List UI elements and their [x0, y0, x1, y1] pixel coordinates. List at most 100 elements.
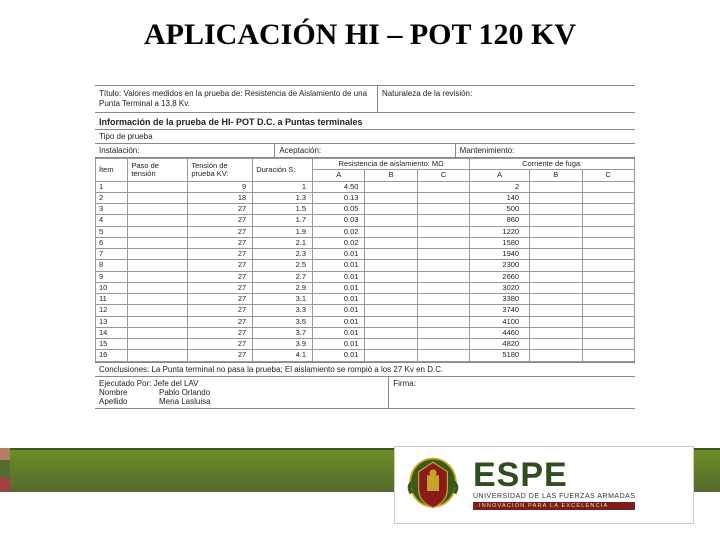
table-cell: 7	[96, 249, 128, 260]
col-cor-b: B	[530, 170, 582, 181]
table-cell	[365, 260, 417, 271]
col-res-a: A	[313, 170, 365, 181]
table-cell	[128, 339, 188, 350]
table-cell: 3.3	[253, 305, 313, 316]
table-cell	[128, 181, 188, 192]
section-title: Información de la prueba de HI- POT D.C.…	[95, 113, 635, 130]
table-cell: 2660	[470, 271, 530, 282]
table-cell: 3380	[470, 294, 530, 305]
table-cell	[417, 204, 469, 215]
table-cell: 0.02	[313, 237, 365, 248]
espe-sub2: INNOVACIÓN PARA LA EXCELENCIA	[479, 503, 608, 509]
table-cell	[365, 350, 417, 361]
table-cell: 0.05	[313, 204, 365, 215]
espe-shield-icon	[403, 455, 463, 515]
table-cell	[582, 260, 635, 271]
table-cell: 12	[96, 305, 128, 316]
table-cell	[417, 192, 469, 203]
table-cell: 1	[96, 181, 128, 192]
table-row: 13273.50.014100	[96, 316, 635, 327]
table-cell	[417, 249, 469, 260]
table-cell: 0.01	[313, 339, 365, 350]
table-cell: 0.01	[313, 305, 365, 316]
table-cell: 1.5	[253, 204, 313, 215]
signature-block: Ejecutado Por: Jefe del LAV Nombre Pablo…	[95, 377, 635, 409]
table-cell: 27	[188, 237, 253, 248]
table-cell	[582, 249, 635, 260]
table-cell: 0.01	[313, 327, 365, 338]
ejecutado-por: Ejecutado Por: Jefe del LAV	[99, 379, 384, 388]
table-cell	[582, 226, 635, 237]
table-cell: 4100	[470, 316, 530, 327]
table-cell: 10	[96, 282, 128, 293]
table-cell	[365, 237, 417, 248]
table-cell: 11	[96, 294, 128, 305]
table-cell: 0.13	[313, 192, 365, 203]
table-cell: 0.01	[313, 350, 365, 361]
table-cell: 27	[188, 339, 253, 350]
table-cell: 27	[188, 215, 253, 226]
table-cell	[417, 282, 469, 293]
table-row: 2181.30.13140	[96, 192, 635, 203]
table-cell: 2.7	[253, 271, 313, 282]
table-row: 7272.30.011940	[96, 249, 635, 260]
table-cell: 5	[96, 226, 128, 237]
table-cell	[128, 260, 188, 271]
doc-header: Título: Valores medidos en la prueba de:…	[95, 85, 635, 113]
table-cell	[530, 339, 582, 350]
table-cell	[530, 327, 582, 338]
espe-sub1: UNIVERSIDAD DE LAS FUERZAS ARMADAS	[473, 493, 635, 500]
table-cell	[417, 271, 469, 282]
table-cell: 3.7	[253, 327, 313, 338]
table-cell	[128, 271, 188, 282]
doc-header-naturaleza: Naturaleza de la revisión:	[378, 86, 635, 112]
table-cell: 0.03	[313, 215, 365, 226]
table-cell: 1940	[470, 249, 530, 260]
table-cell: 4	[96, 215, 128, 226]
table-cell: 5180	[470, 350, 530, 361]
table-cell	[128, 316, 188, 327]
table-cell: 1.7	[253, 215, 313, 226]
table-cell: 0.01	[313, 316, 365, 327]
table-cell: 1	[253, 181, 313, 192]
table-cell	[365, 192, 417, 203]
table-row: 12 273.30.01 3740	[96, 305, 635, 316]
table-cell: 3.9	[253, 339, 313, 350]
table-cell	[365, 282, 417, 293]
table-cell: 0.01	[313, 249, 365, 260]
table-row: 14273.70.014460	[96, 327, 635, 338]
table-cell: 2	[96, 192, 128, 203]
table-cell: 27	[188, 350, 253, 361]
col-paso: Paso de tensión	[128, 159, 188, 182]
table-cell: 27	[188, 305, 253, 316]
table-row: 8272.50.012300	[96, 260, 635, 271]
table-cell: 1580	[470, 237, 530, 248]
left-band-tan	[0, 448, 10, 460]
table-cell	[365, 271, 417, 282]
table-cell	[365, 226, 417, 237]
table-cell: 2.5	[253, 260, 313, 271]
table-cell	[530, 237, 582, 248]
table-cell: 2.3	[253, 249, 313, 260]
table-cell: 860	[470, 215, 530, 226]
table-cell: 27	[188, 316, 253, 327]
table-cell: 500	[470, 204, 530, 215]
table-cell	[417, 350, 469, 361]
table-cell	[530, 226, 582, 237]
table-cell	[365, 215, 417, 226]
left-band-red	[0, 478, 10, 492]
table-cell: 3	[96, 204, 128, 215]
table-row: 10272.90.013020	[96, 282, 635, 293]
col-corriente: Corriente de fuga:	[470, 159, 635, 170]
table-cell	[417, 215, 469, 226]
table-cell: 3740	[470, 305, 530, 316]
col-resistencia: Resistencia de aislamiento: MΩ	[313, 159, 470, 170]
col-duracion: Duración S:	[253, 159, 313, 182]
table-cell	[417, 237, 469, 248]
table-cell	[582, 339, 635, 350]
table-cell	[128, 294, 188, 305]
table-cell	[582, 316, 635, 327]
table-cell	[582, 237, 635, 248]
table-cell	[530, 192, 582, 203]
table-cell	[417, 339, 469, 350]
